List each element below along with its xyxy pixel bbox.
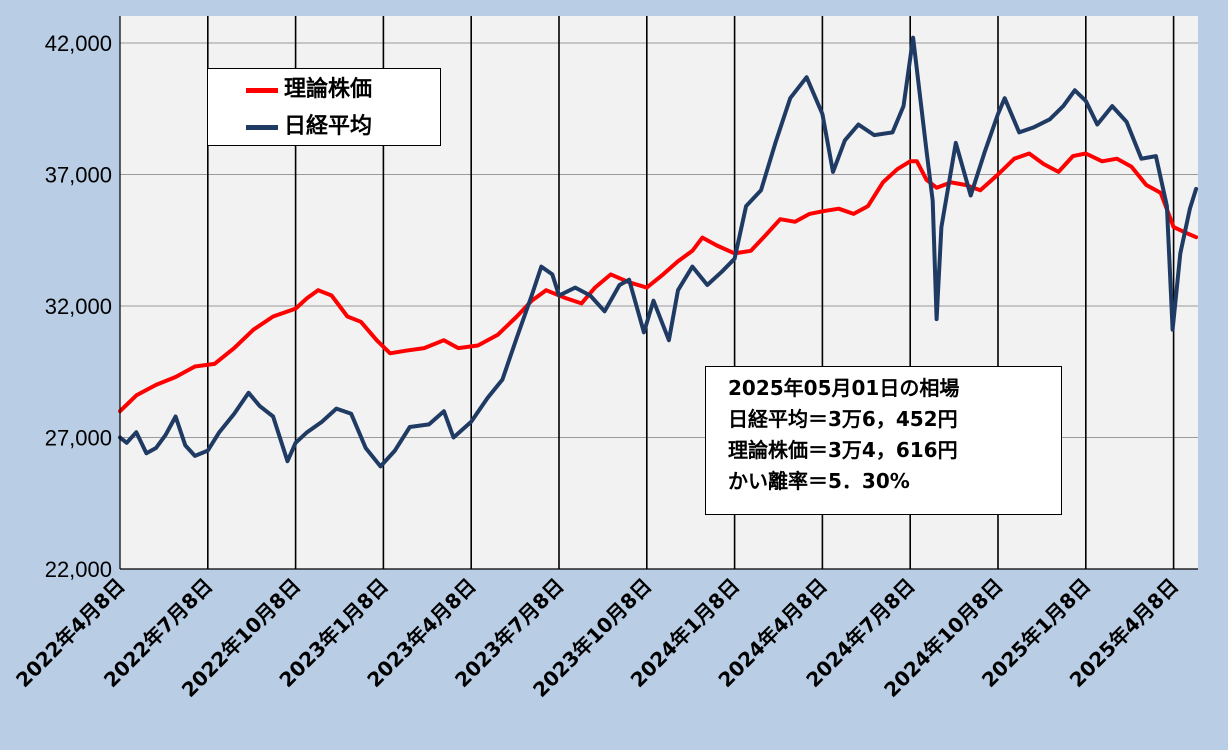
- y-tick-label: 32,000: [45, 294, 112, 319]
- legend-item-theoretical-price: 理論株価: [208, 74, 440, 106]
- legend-swatch-navy: [246, 125, 278, 130]
- y-tick-label: 42,000: [45, 31, 112, 56]
- series-line-theoretical-price: [118, 151, 1199, 414]
- info-deviation-line: かい離率＝5．30%: [728, 469, 910, 493]
- legend-label: 理論株価: [284, 77, 373, 102]
- legend: 理論株価 日経平均: [207, 68, 441, 146]
- series-layer: [118, 35, 1199, 469]
- y-tick-label: 27,000: [45, 426, 112, 451]
- info-nikkei-line: 日経平均＝3万6，452円: [728, 407, 958, 431]
- y-tick-label: 22,000: [45, 557, 112, 582]
- legend-label: 日経平均: [284, 114, 373, 139]
- legend-swatch-red: [246, 88, 278, 93]
- info-date-line: 2025年05月01日の相場: [728, 376, 960, 400]
- info-theoretical-line: 理論株価＝3万4，616円: [728, 438, 958, 462]
- info-box: 2025年05月01日の相場 日経平均＝3万6，452円 理論株価＝3万4，61…: [705, 366, 1062, 515]
- y-tick-label: 37,000: [45, 163, 112, 188]
- series-line-nikkei-average: [118, 35, 1199, 469]
- legend-item-nikkei-average: 日経平均: [208, 111, 440, 143]
